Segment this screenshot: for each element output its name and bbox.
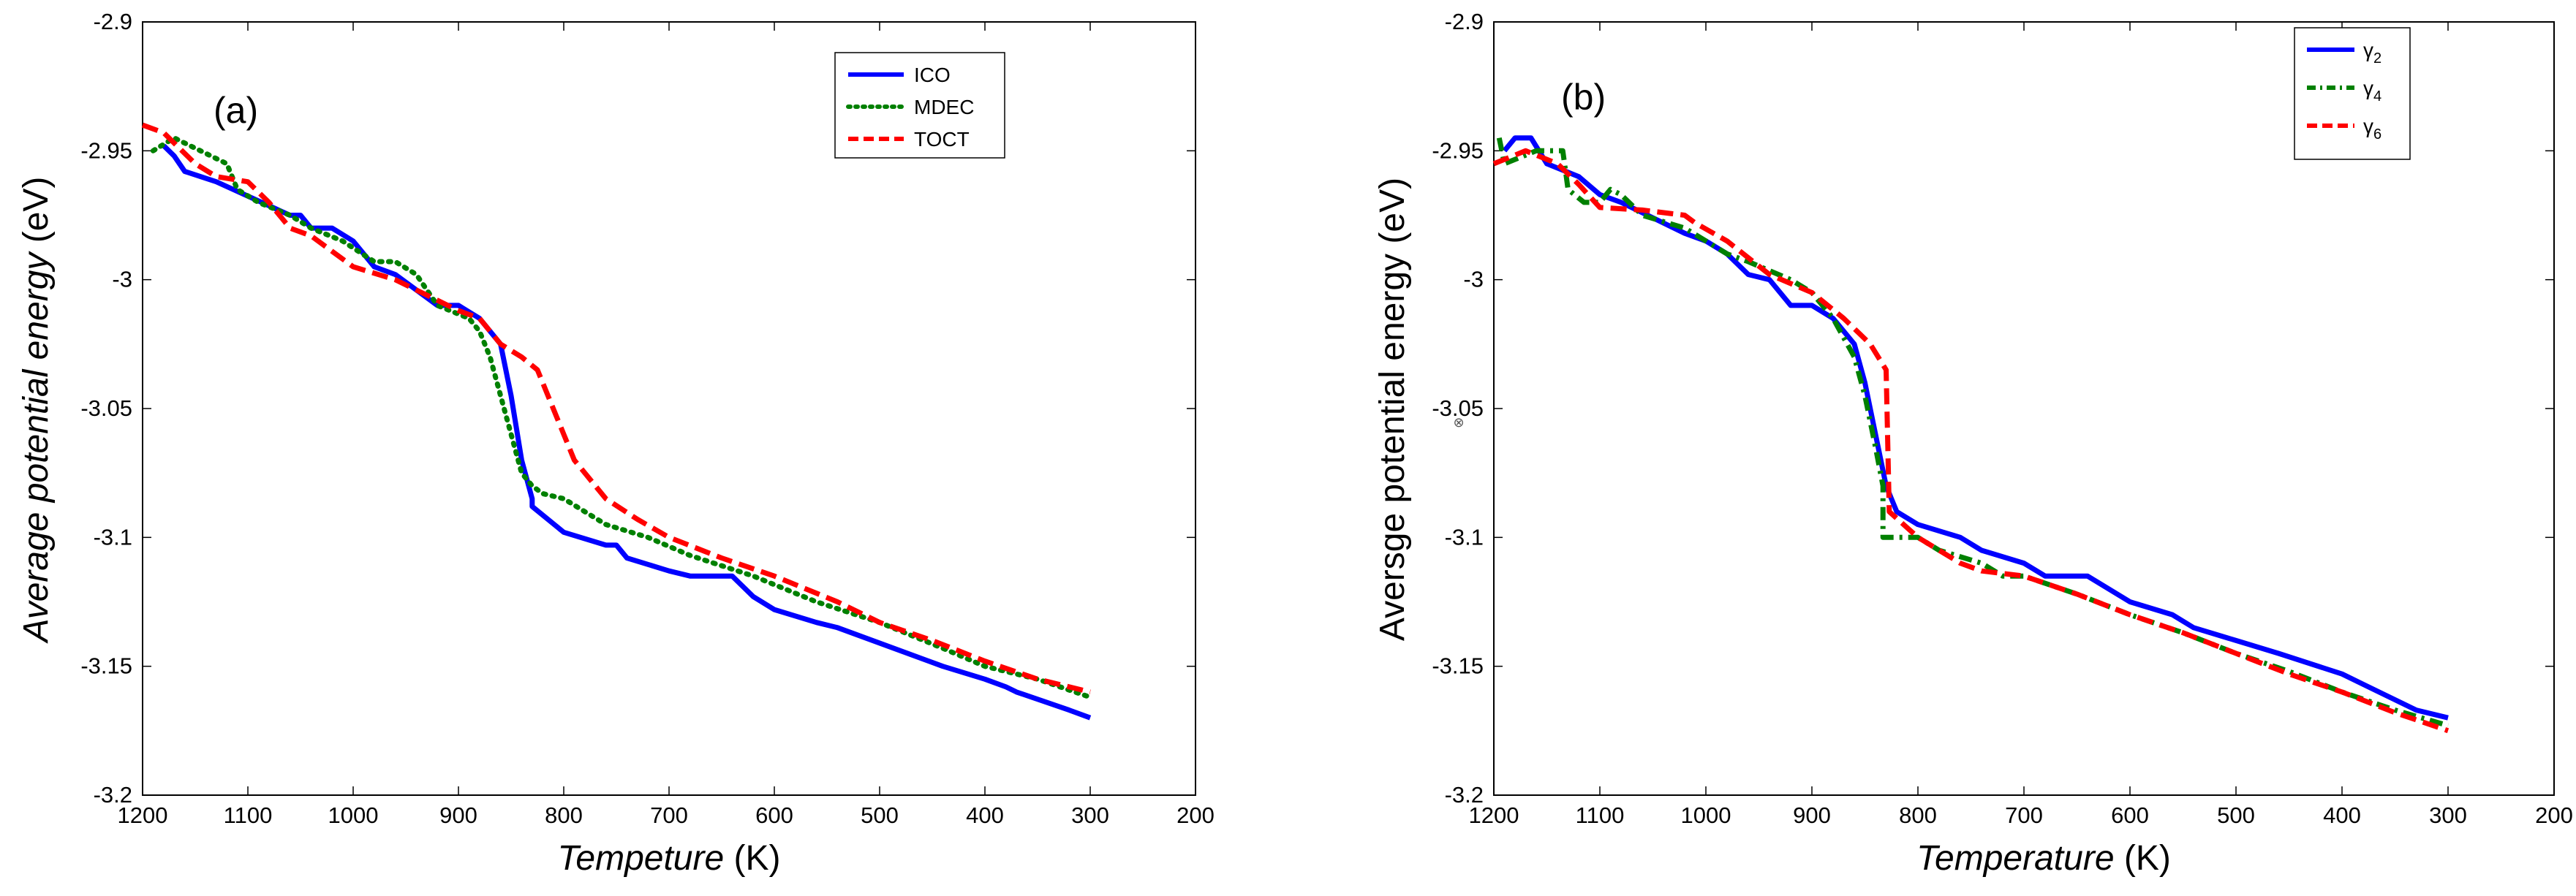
chart-b-series-line-2	[1492, 148, 2450, 734]
stray-mark-symbol: ⊗	[1453, 415, 1464, 430]
chart-a-legend-label-1: MDEC	[914, 96, 974, 118]
chart-a-panel-label: (a)	[214, 90, 258, 131]
chart-b-series	[1492, 135, 2450, 734]
chart-b-y-tick-label: -3.05	[1432, 395, 1484, 421]
chart-b-y-tick-label: -2.9	[1445, 9, 1484, 34]
chart-a-series-line-2	[141, 122, 1091, 695]
chart-b-x-tick-label: 700	[2005, 802, 2043, 828]
chart-a-y-tick-label: -3.15	[80, 653, 132, 679]
chart-b-x-tick-label: 1100	[1576, 802, 1625, 828]
chart-b-x-tick-label: 800	[1899, 802, 1937, 828]
chart-a-x-tick-label: 1200	[118, 802, 168, 828]
chart-a-series	[141, 122, 1093, 721]
chart-a-x-tick-label: 500	[861, 802, 899, 828]
chart-b-legend-label-2: γ6	[2363, 115, 2382, 143]
chart-a-x-tick-label: 700	[650, 802, 688, 828]
chart-a-y-tick-label: -3.2	[94, 782, 132, 808]
chart-a-y-tick-label: -2.95	[80, 137, 132, 163]
chart-b-y-axis-label: Aversge potential energy (eV)	[1373, 178, 1412, 641]
chart-a-x-tick-label: 600	[755, 802, 793, 828]
chart-a-legend: ICO MDEC TOCT	[834, 52, 1005, 159]
chart-b-x-tick-label: 400	[2323, 802, 2361, 828]
chart-a-ticks: 1200 1100 1000 900 800 700 600 500 400 300 200 -2.9…	[80, 9, 1215, 828]
chart-a-x-tick-label: 300	[1071, 802, 1109, 828]
chart-b-series-line-0	[1502, 135, 2449, 721]
chart-a-legend-label-2: TOCT	[914, 128, 970, 151]
chart-a-y-tick-label: -3	[112, 267, 132, 292]
chart-a-plot-area	[142, 21, 1196, 796]
chart-b-x-tick-label: 200	[2535, 802, 2573, 828]
chart-a: 1200 1100 1000 900 800 700 600 500 400 300 200 -2.9…	[17, 9, 1215, 878]
chart-a-y-axis-label: Average potential energy (eV)	[17, 177, 56, 645]
chart-b-x-axis-label: Temperature (K)	[1916, 839, 2171, 878]
chart-b-x-tick-label: 500	[2217, 802, 2255, 828]
chart-b-panel-label: (b)	[1561, 77, 1606, 118]
chart-a-x-axis-label: Tempeture (K)	[557, 839, 780, 878]
chart-a-y-tick-label: -3.05	[80, 395, 132, 421]
chart-b-x-tick-label: 1200	[1469, 802, 1519, 828]
chart-b-x-tick-label: 600	[2111, 802, 2149, 828]
chart-b-x-tick-label: 900	[1793, 802, 1831, 828]
chart-b-legend-label-1: γ4	[2363, 77, 2382, 105]
chart-b-ticks: 1200 1100 1000 900 800 700 600 500 400 300 200 -2.9…	[1432, 9, 2573, 828]
chart-b-legend: γ2 γ4 γ6	[2294, 27, 2411, 160]
chart-a-x-tick-label: 1000	[328, 802, 379, 828]
chart-b-y-tick-label: -2.95	[1432, 137, 1484, 163]
chart-a-x-tick-label: 1100	[224, 802, 273, 828]
chart-a-x-tick-label: 200	[1176, 802, 1215, 828]
chart-b-x-tick-label: 300	[2429, 802, 2467, 828]
chart-b-legend-label-0: γ2	[2363, 39, 2382, 67]
chart-b: 1200 1100 1000 900 800 700 600 500 400 300 200 -2.9…	[1373, 9, 2573, 878]
chart-a-y-tick-label: -2.9	[94, 9, 132, 34]
chart-a-x-tick-label: 400	[966, 802, 1004, 828]
chart-b-y-tick-label: -3	[1463, 267, 1484, 292]
chart-b-x-tick-label: 1000	[1681, 802, 1731, 828]
chart-b-y-tick-label: -3.1	[1445, 524, 1484, 550]
chart-a-series-line-1	[150, 135, 1093, 700]
chart-a-x-tick-label: 900	[439, 802, 477, 828]
chart-a-y-tick-label: -3.1	[94, 524, 132, 550]
chart-b-y-tick-label: -3.15	[1432, 653, 1484, 679]
chart-a-x-tick-label: 800	[545, 802, 583, 828]
chart-a-legend-label-0: ICO	[914, 64, 951, 86]
chart-b-y-tick-label: -3.2	[1445, 782, 1484, 808]
